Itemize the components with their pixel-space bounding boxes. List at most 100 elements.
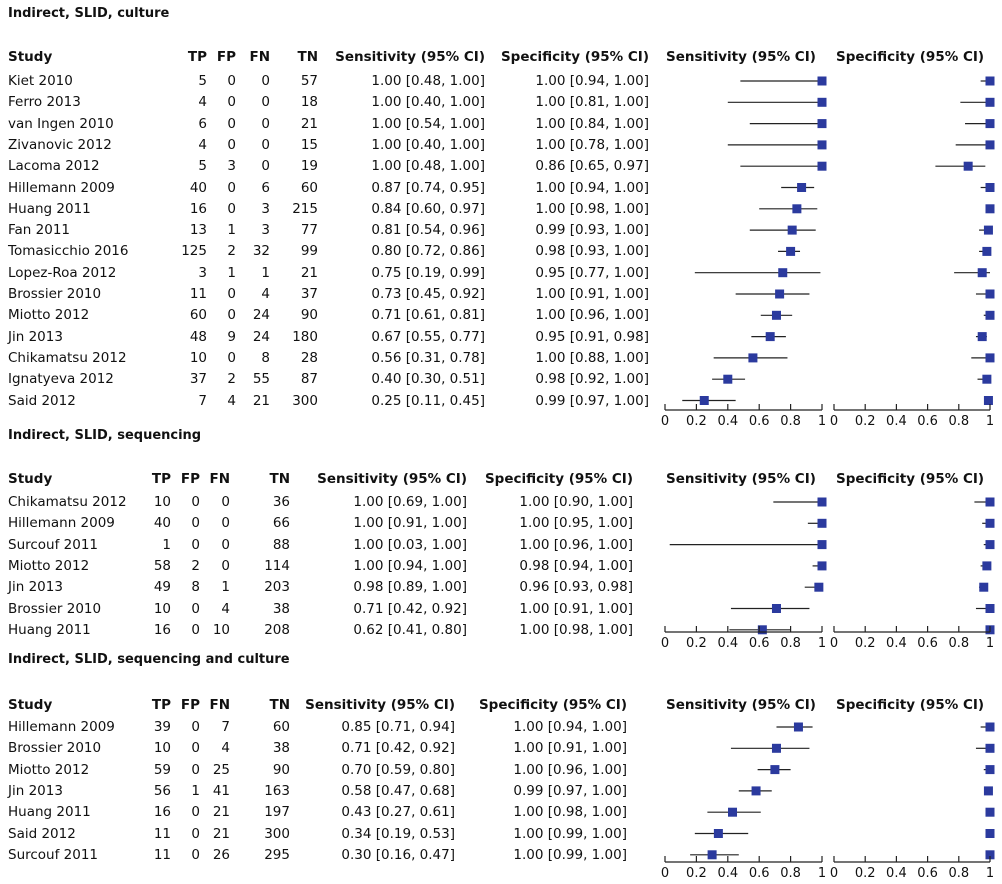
header-specificity: Specificity (95% CI) <box>478 697 627 713</box>
sens-tick-label: 0.4 <box>717 636 738 651</box>
cell-fn: 24 <box>252 328 270 345</box>
sens-point <box>713 829 723 838</box>
cell-tn: 21 <box>300 264 318 281</box>
sens-point <box>817 561 827 571</box>
sensitivity-ci-text: 0.87 [0.74, 0.95] <box>371 179 485 196</box>
cell-fp: 2 <box>191 557 200 574</box>
cell-tn: 90 <box>300 307 318 324</box>
study-name: van Ingen 2010 <box>8 115 114 132</box>
study-name: Chikamatsu 2012 <box>8 494 127 510</box>
spec-point <box>983 396 993 405</box>
cell-fn: 0 <box>261 158 270 175</box>
cell-tn: 19 <box>300 158 318 175</box>
cell-fn: 55 <box>252 371 270 388</box>
section-title: Indirect, SLID, culture <box>8 6 170 21</box>
spec-point <box>985 604 995 613</box>
cell-fn: 0 <box>261 94 270 111</box>
cell-fp: 0 <box>191 621 200 638</box>
cell-tn: 197 <box>264 804 290 821</box>
cell-fn: 1 <box>261 264 270 281</box>
spec-tick-label: 0.8 <box>948 414 969 429</box>
sensitivity-ci-text: 0.75 [0.19, 0.99] <box>371 264 485 281</box>
cell-fn: 41 <box>212 782 230 799</box>
specificity-ci-text: 1.00 [0.95, 1.00] <box>519 515 633 532</box>
cell-fn: 21 <box>252 392 270 409</box>
cell-tp: 40 <box>153 515 171 532</box>
study-name: Said 2012 <box>8 825 76 842</box>
cell-tp: 49 <box>153 579 171 596</box>
specificity-ci-text: 1.00 [0.78, 1.00] <box>535 136 649 153</box>
specificity-ci-text: 0.99 [0.97, 1.00] <box>535 392 649 409</box>
study-name: Fan 2011 <box>8 222 71 239</box>
cell-tn: 21 <box>300 115 318 132</box>
cell-tn: 38 <box>272 600 290 617</box>
cell-fn: 24 <box>252 307 270 324</box>
specificity-ci-text: 0.86 [0.65, 0.97] <box>535 158 649 175</box>
cell-tp: 58 <box>153 557 171 574</box>
study-name: Lopez-Roa 2012 <box>8 264 117 281</box>
spec-point <box>983 225 993 235</box>
cell-tp: 13 <box>189 222 207 239</box>
header-study: Study <box>8 49 53 65</box>
sens-point <box>770 765 780 775</box>
specificity-ci-text: 0.95 [0.77, 1.00] <box>535 264 649 281</box>
cell-tp: 37 <box>189 371 207 388</box>
cell-tn: 66 <box>272 515 290 532</box>
cell-tn: 99 <box>300 243 318 260</box>
header-tn: TN <box>297 49 318 65</box>
spec-point <box>985 722 995 732</box>
study-name: Huang 2011 <box>8 804 91 821</box>
cell-tp: 11 <box>153 825 171 842</box>
cell-tn: 203 <box>264 579 290 596</box>
specificity-ci-text: 1.00 [0.96, 1.00] <box>519 536 633 553</box>
sens-tick-label: 0 <box>661 414 669 429</box>
sensitivity-ci-text: 1.00 [0.69, 1.00] <box>353 494 467 510</box>
spec-point <box>982 246 992 256</box>
specificity-ci-text: 0.98 [0.94, 1.00] <box>519 557 633 574</box>
cell-tp: 56 <box>153 782 171 799</box>
cell-fn: 3 <box>261 222 270 239</box>
study-name: Chikamatsu 2012 <box>8 349 127 366</box>
sensitivity-ci-text: 0.73 [0.45, 0.92] <box>371 286 485 302</box>
cell-fp: 3 <box>227 158 236 175</box>
cell-fp: 0 <box>227 94 236 111</box>
cell-fp: 0 <box>191 536 200 553</box>
sensitivity-ci-text: 0.34 [0.19, 0.53] <box>341 825 455 842</box>
cell-fn: 4 <box>221 600 230 617</box>
cell-tn: 215 <box>292 200 318 217</box>
cell-tp: 10 <box>153 740 171 757</box>
header-specificity-plot: Specificity (95% CI) <box>836 697 985 713</box>
specificity-ci-text: 1.00 [0.98, 1.00] <box>519 621 633 638</box>
sensitivity-ci-text: 0.71 [0.42, 0.92] <box>353 600 467 617</box>
header-sensitivity: Sensitivity (95% CI) <box>317 471 467 487</box>
sens-tick-label: 0.4 <box>717 866 738 881</box>
specificity-ci-text: 0.96 [0.93, 0.98] <box>519 579 633 596</box>
cell-tp: 4 <box>198 94 207 111</box>
sensitivity-ci-text: 1.00 [0.54, 1.00] <box>371 115 485 132</box>
study-name: Said 2012 <box>8 392 76 409</box>
spec-point <box>985 807 995 817</box>
cell-tp: 7 <box>198 392 207 409</box>
sens-point <box>775 289 785 299</box>
cell-fp: 0 <box>191 825 200 842</box>
cell-fn: 1 <box>221 579 230 596</box>
sensitivity-ci-text: 0.71 [0.42, 0.92] <box>341 740 455 757</box>
cell-fp: 0 <box>191 600 200 617</box>
cell-fp: 0 <box>227 200 236 217</box>
cell-tp: 10 <box>189 349 207 366</box>
cell-fp: 0 <box>227 73 236 89</box>
cell-tn: 87 <box>300 371 318 388</box>
spec-point <box>985 850 995 860</box>
specificity-ci-text: 0.99 [0.97, 1.00] <box>513 782 627 799</box>
cell-tp: 1 <box>162 536 171 553</box>
cell-fn: 21 <box>212 825 230 842</box>
cell-tn: 60 <box>272 719 290 735</box>
specificity-ci-text: 0.98 [0.92, 1.00] <box>535 371 649 388</box>
spec-tick-label: 0 <box>830 414 838 429</box>
header-specificity-plot: Specificity (95% CI) <box>836 49 985 65</box>
sens-point <box>699 396 709 405</box>
specificity-ci-text: 1.00 [0.94, 1.00] <box>513 719 627 735</box>
cell-fp: 0 <box>227 349 236 366</box>
study-name: Miotto 2012 <box>8 307 90 324</box>
